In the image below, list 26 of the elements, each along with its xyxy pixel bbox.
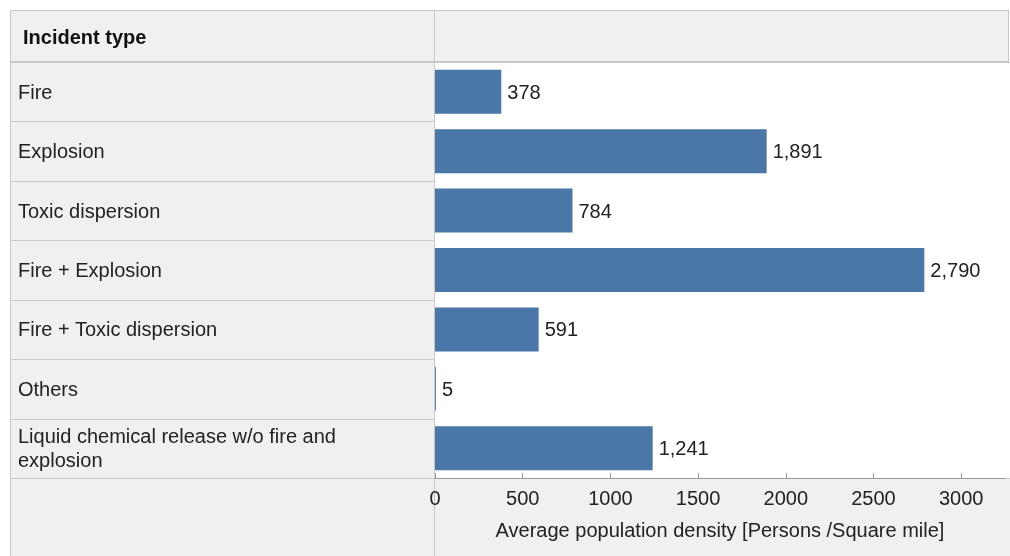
data-label: 591 bbox=[544, 318, 579, 341]
y-tick-label: Fire + Toxic dispersion bbox=[18, 318, 218, 341]
x-tick-label: 500 bbox=[506, 487, 540, 509]
y-tick-label: Others bbox=[18, 377, 79, 400]
x-tick-label: 2500 bbox=[851, 487, 896, 509]
x-tick-label: 1500 bbox=[675, 487, 721, 509]
bar bbox=[435, 69, 502, 114]
data-label: 784 bbox=[578, 199, 612, 222]
y-tick-label: Fire + Explosion bbox=[18, 259, 162, 281]
data-label: 1,241 bbox=[658, 437, 709, 460]
bar bbox=[435, 307, 539, 352]
y-tick-label: Explosion bbox=[18, 140, 105, 163]
bar bbox=[435, 188, 573, 233]
x-tick-label: 0 bbox=[429, 487, 441, 509]
data-label: 2,790 bbox=[930, 259, 981, 281]
y-tick-label: Toxic dispersion bbox=[18, 199, 161, 222]
x-tick-label: 2000 bbox=[763, 487, 809, 509]
y-axis-title: Incident type bbox=[23, 26, 147, 48]
data-label: 378 bbox=[507, 80, 541, 103]
data-label: 5 bbox=[441, 377, 453, 400]
x-tick-label: 1000 bbox=[588, 487, 633, 509]
y-tick-label: Liquid chemical release w/o fire and explosion bbox=[18, 425, 342, 472]
y-tick-label: Fire bbox=[18, 80, 53, 103]
data-label: 1,891 bbox=[772, 140, 823, 163]
x-axis-title: Average population density [Persons /Square mile] bbox=[495, 519, 945, 541]
x-tick-label: 3000 bbox=[938, 487, 984, 509]
